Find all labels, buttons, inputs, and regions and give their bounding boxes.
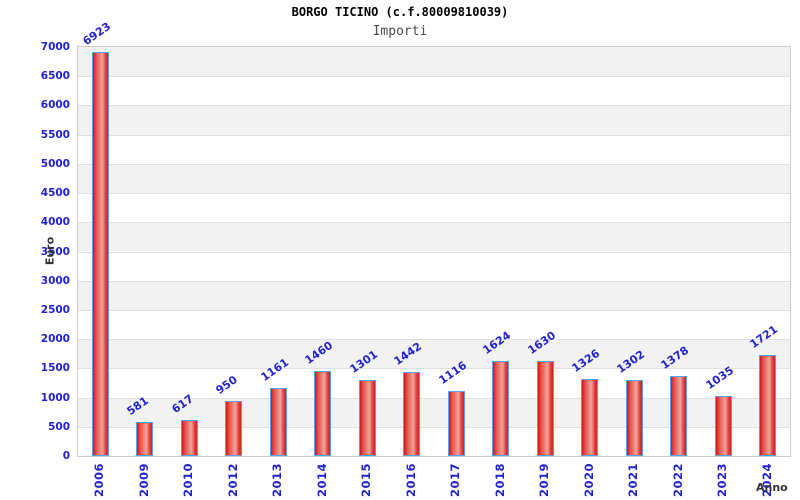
bar [536, 360, 554, 456]
bar [91, 51, 109, 456]
y-tick-label: 7000 [40, 41, 70, 53]
y-tick-label: 6500 [40, 70, 70, 83]
bar [670, 375, 688, 456]
grid-band [78, 280, 790, 310]
grid-band [78, 251, 790, 281]
chart-title: BORGO TICINO (c.f.80009810039) [291, 5, 509, 19]
grid-band [78, 76, 790, 106]
grid-band [78, 47, 790, 77]
bar [403, 371, 421, 456]
x-tick-label: 2015 [359, 463, 374, 498]
y-tick-label: 5000 [40, 157, 70, 170]
x-tick-label: 2012 [225, 463, 240, 498]
grid-band [78, 222, 790, 252]
y-tick-label: 3000 [40, 274, 70, 287]
y-tick-label: 1500 [40, 362, 70, 375]
x-tick-label: 2016 [403, 463, 418, 498]
grid-band [78, 134, 790, 164]
grid-band [78, 339, 790, 369]
bar [358, 380, 376, 456]
grid-band [78, 105, 790, 135]
x-tick-label: 2021 [626, 463, 641, 498]
bar [314, 370, 332, 456]
y-tick-label: 4500 [40, 187, 70, 200]
bar [581, 378, 599, 456]
bar [714, 395, 732, 456]
y-tick-label: 500 [48, 420, 70, 433]
x-axis-title: Anno [756, 481, 788, 494]
bar [269, 388, 287, 456]
x-tick-label: 2013 [270, 463, 285, 498]
y-tick-label: 2000 [40, 333, 70, 346]
bar [625, 379, 643, 456]
x-tick-label: 2019 [537, 463, 552, 498]
grid-band [78, 163, 790, 194]
y-tick-label: 4000 [40, 216, 70, 229]
y-tick-label: 1000 [40, 391, 70, 404]
x-tick-label: 2022 [670, 463, 685, 498]
y-tick-label: 6000 [40, 99, 70, 112]
bar [225, 400, 243, 456]
grid-band [78, 193, 790, 223]
bar [492, 361, 510, 456]
y-axis-title: Euro [43, 236, 57, 266]
grid-band [78, 309, 790, 340]
x-tick-label: 2018 [492, 463, 507, 498]
y-tick-label: 0 [62, 450, 70, 462]
bar [136, 422, 154, 456]
x-tick-label: 2014 [314, 463, 329, 498]
x-tick-label: 2017 [448, 463, 463, 498]
y-tick-label: 3500 [40, 245, 70, 258]
x-tick-label: 2023 [715, 463, 730, 498]
y-tick-label: 2500 [40, 303, 70, 316]
x-tick-label: 2009 [136, 463, 151, 498]
chart-subtitle: Importi [372, 24, 428, 39]
y-tick-label: 5500 [40, 128, 70, 141]
x-tick-label: 2006 [92, 463, 107, 498]
x-tick-label: 2020 [581, 463, 596, 498]
plot-area: 6923 581 617 950 1161 1460 1301 1442 1116 1624 163… [77, 19, 791, 457]
bar [447, 390, 465, 456]
bar [759, 355, 777, 456]
x-tick-label: 2010 [181, 463, 196, 498]
bar [180, 419, 198, 456]
